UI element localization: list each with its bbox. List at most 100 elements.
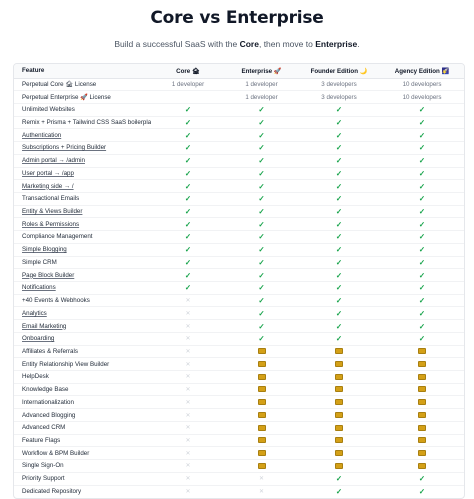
gold-icon: [257, 450, 266, 457]
founder-cell: ✓: [298, 320, 380, 333]
table-row: Entity & Views Builder ✓ ✓ ✓ ✓: [14, 205, 464, 218]
feature-label: Simple CRM: [22, 258, 57, 266]
check-icon: ✓: [335, 308, 343, 318]
table-row: Workflow & BPM Builder ✕: [14, 446, 464, 460]
agency-cell: [380, 421, 464, 434]
gold-icon: [257, 361, 266, 368]
core-cell: ✓: [151, 256, 225, 269]
enterprise-developers: 1 developer: [245, 80, 278, 88]
core-cell: ✓: [151, 142, 225, 155]
enterprise-cell: ✓: [225, 294, 298, 307]
feature-label: Internationalization: [22, 398, 74, 406]
check-icon: ✓: [258, 232, 265, 242]
cross-icon: ✕: [185, 463, 191, 470]
founder-cell: [298, 447, 380, 460]
agency-cell: ✓: [380, 154, 464, 167]
feature-link[interactable]: Entity & Views Builder: [22, 208, 83, 216]
check-icon: ✓: [418, 334, 426, 344]
founder-cell: ✓: [298, 116, 380, 129]
gold-icon: [418, 373, 426, 380]
table-row: Perpetual Core 🏚 License 1 developer 1 dev…: [14, 78, 464, 91]
feature-link[interactable]: Roles & Permissions: [22, 220, 80, 228]
table-row: Marketing side → / ✓ ✓ ✓ ✓: [14, 179, 464, 193]
check-icon: ✓: [184, 219, 192, 229]
founder-cell: ✓: [298, 154, 380, 167]
check-icon: ✓: [418, 232, 426, 242]
core-cell: ✕: [151, 358, 225, 371]
agency-cell: ✓: [380, 269, 464, 282]
check-icon: ✓: [418, 257, 426, 267]
founder-cell: [298, 371, 380, 384]
check-icon: ✓: [184, 207, 192, 217]
founder-cell: ✓: [298, 243, 380, 256]
check-icon: ✓: [335, 219, 343, 229]
gold-icon: [335, 437, 343, 444]
table-row: Remix + Prisma + Tailwind CSS SaaS boile…: [14, 116, 464, 129]
enterprise-cell: ✓: [225, 142, 298, 155]
founder-cell: [298, 421, 380, 434]
check-icon: ✓: [184, 143, 192, 153]
check-icon: ✓: [418, 194, 426, 204]
table-row: Onboarding ✕ ✓ ✓ ✓: [14, 332, 464, 345]
feature-link[interactable]: Notifications: [22, 284, 56, 292]
check-icon: ✓: [258, 207, 265, 217]
cross-icon: ✕: [258, 489, 265, 496]
table-row: User portal → /app ✓ ✓ ✓ ✓: [14, 167, 464, 180]
founder-cell: [298, 383, 380, 396]
feature-link[interactable]: Authentication: [22, 131, 62, 139]
table-row: Roles & Permissions ✓ ✓ ✓ ✓: [14, 217, 464, 231]
check-icon: ✓: [258, 143, 265, 153]
feature-label: Advanced Blogging: [22, 411, 76, 419]
table-row: Analytics ✕ ✓ ✓ ✓: [14, 306, 464, 320]
table-row: Knowledge Base ✕: [14, 383, 464, 396]
table-row: Simple Blogging ✓ ✓ ✓ ✓: [14, 243, 464, 256]
enterprise-cell: ✕: [225, 485, 298, 498]
table-row: Email Marketing ✕ ✓ ✓ ✓: [14, 319, 464, 333]
enterprise-cell: ✓: [225, 167, 298, 180]
feature-label: Single Sign-On: [22, 462, 64, 470]
feature-link[interactable]: Onboarding: [22, 335, 55, 343]
founder-cell: [298, 434, 380, 447]
table-row: Authentication ✓ ✓ ✓ ✓: [14, 128, 464, 142]
core-cell: ✕: [151, 447, 225, 460]
subtitle-enterprise: Enterprise: [315, 39, 358, 49]
check-icon: ✓: [335, 207, 343, 217]
table-row: Subscriptions + Pricing Builder ✓ ✓ ✓ ✓: [14, 141, 464, 155]
feature-link[interactable]: Marketing side → /: [22, 182, 74, 190]
feature-link[interactable]: Admin portal → /admin: [22, 157, 85, 165]
agency-cell: ✓: [380, 180, 464, 193]
feature-link[interactable]: Subscriptions + Pricing Builder: [22, 144, 107, 152]
cross-icon: ✕: [185, 361, 191, 368]
check-icon: ✓: [418, 270, 426, 280]
check-icon: ✓: [258, 130, 265, 140]
founder-developers: 3 developers: [321, 80, 357, 88]
check-icon: ✓: [258, 118, 265, 128]
feature-link[interactable]: Page Block Builder: [22, 271, 75, 279]
page-subtitle: Build a successful SaaS with the Core, t…: [0, 39, 474, 50]
page-title: Core vs Enterprise: [150, 8, 324, 28]
feature-link[interactable]: Analytics: [22, 309, 47, 317]
table-row: Dedicated Repository ✕ ✕ ✓ ✓: [14, 485, 464, 498]
table-header-row: Feature Core 🏚 Enterprise 🚀 Founder Edit…: [14, 64, 464, 79]
check-icon: ✓: [258, 283, 265, 293]
gold-icon: [418, 386, 426, 393]
check-icon: ✓: [184, 181, 192, 191]
agency-cell: ✓: [380, 307, 464, 320]
enterprise-cell: [225, 358, 298, 371]
enterprise-cell: ✓: [225, 103, 298, 116]
feature-label: Dedicated Repository: [22, 488, 82, 496]
table-row: +40 Events & Webhooks ✕ ✓ ✓ ✓: [14, 294, 464, 307]
check-icon: ✓: [184, 232, 192, 242]
founder-developers: 3 developers: [321, 93, 357, 101]
feature-link[interactable]: User portal → /app: [22, 169, 74, 177]
founder-cell: ✓: [298, 332, 380, 345]
enterprise-cell: [225, 460, 298, 473]
feature-link[interactable]: Simple Blogging: [22, 246, 67, 254]
feature-link[interactable]: Email Marketing: [22, 322, 67, 330]
enterprise-cell: [225, 396, 298, 409]
founder-cell: ✓: [298, 231, 380, 244]
subtitle-core: Core: [239, 39, 259, 49]
table-row: Single Sign-On ✕: [14, 459, 464, 473]
gold-icon: [257, 386, 266, 393]
founder-cell: ✓: [298, 282, 380, 295]
